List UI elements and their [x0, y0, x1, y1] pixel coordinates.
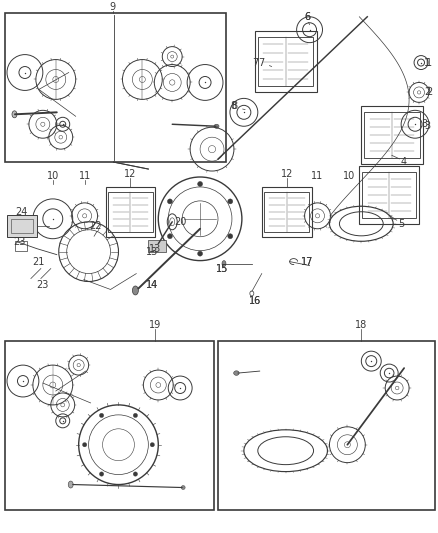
Text: 6: 6: [304, 12, 311, 22]
Bar: [262, 187, 311, 237]
Text: 16: 16: [249, 296, 261, 306]
Text: 16: 16: [249, 296, 261, 306]
Circle shape: [167, 199, 173, 204]
Ellipse shape: [222, 261, 226, 266]
Text: 21: 21: [33, 256, 45, 266]
Ellipse shape: [12, 111, 17, 118]
Bar: [359, 166, 419, 224]
Text: 20: 20: [174, 217, 187, 227]
Text: 11: 11: [78, 171, 91, 181]
Ellipse shape: [181, 486, 185, 489]
Text: 7: 7: [252, 58, 258, 68]
Text: 8: 8: [231, 101, 237, 111]
Circle shape: [150, 442, 155, 447]
Text: 12: 12: [124, 169, 137, 179]
Text: 11: 11: [311, 171, 324, 181]
Circle shape: [82, 442, 87, 447]
Bar: [7, 215, 37, 237]
Text: 1: 1: [424, 58, 430, 68]
Circle shape: [228, 199, 233, 204]
Circle shape: [99, 413, 104, 418]
Circle shape: [228, 234, 233, 239]
Text: 2: 2: [424, 87, 430, 98]
Text: 17: 17: [301, 256, 314, 266]
Bar: [258, 37, 314, 86]
Ellipse shape: [234, 371, 239, 375]
Bar: [255, 31, 317, 92]
Text: 1: 1: [426, 58, 432, 68]
Ellipse shape: [214, 124, 219, 128]
Text: 14: 14: [146, 280, 159, 290]
Circle shape: [133, 472, 138, 476]
Text: 8: 8: [232, 101, 238, 111]
Bar: [5, 341, 214, 511]
Text: 7: 7: [259, 58, 265, 68]
Text: 15: 15: [216, 263, 228, 273]
Ellipse shape: [132, 286, 138, 295]
Bar: [5, 13, 226, 162]
Circle shape: [99, 472, 104, 476]
Text: 18: 18: [355, 320, 367, 330]
Text: 23: 23: [37, 280, 49, 290]
Bar: [108, 192, 153, 232]
Bar: [361, 107, 423, 164]
Text: 6: 6: [304, 12, 311, 22]
Text: 15: 15: [216, 263, 228, 273]
Bar: [218, 341, 435, 511]
Circle shape: [198, 251, 203, 256]
Text: 14: 14: [146, 280, 159, 290]
Text: 2: 2: [426, 87, 432, 98]
Text: 13: 13: [146, 247, 159, 257]
Text: 3: 3: [421, 119, 427, 130]
Bar: [362, 172, 416, 218]
Text: 9: 9: [110, 2, 116, 12]
Bar: [11, 219, 33, 233]
Text: 5: 5: [398, 219, 404, 229]
Text: 19: 19: [149, 320, 162, 330]
Text: 4: 4: [401, 157, 407, 167]
Text: 22: 22: [89, 221, 102, 231]
Text: 13: 13: [149, 244, 162, 254]
Text: 17: 17: [301, 256, 314, 266]
Bar: [106, 187, 155, 237]
Bar: [15, 241, 27, 251]
Bar: [148, 240, 166, 252]
Circle shape: [167, 234, 173, 239]
Bar: [364, 112, 420, 158]
Circle shape: [133, 413, 138, 418]
Text: 12: 12: [280, 169, 293, 179]
Circle shape: [198, 181, 203, 187]
Text: 10: 10: [343, 171, 356, 181]
Ellipse shape: [68, 481, 73, 488]
Text: 24: 24: [15, 207, 27, 217]
Text: 3: 3: [424, 121, 430, 131]
Bar: [264, 192, 309, 232]
Text: 10: 10: [47, 171, 59, 181]
Text: 23: 23: [13, 237, 25, 247]
